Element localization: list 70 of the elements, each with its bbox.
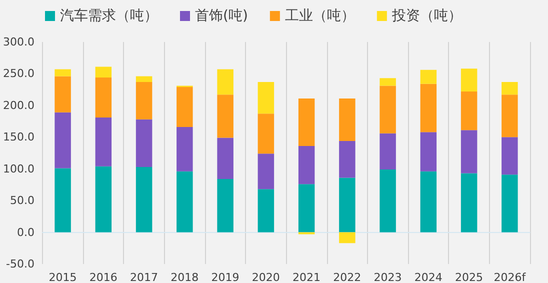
bar — [460, 91, 478, 130]
bar — [217, 138, 234, 180]
bar — [420, 171, 437, 232]
bar — [176, 87, 193, 127]
bar — [136, 166, 152, 232]
bar — [460, 68, 478, 92]
bar — [380, 78, 396, 86]
bar — [258, 154, 274, 190]
bar — [339, 98, 356, 141]
bar — [502, 82, 518, 95]
bar — [339, 178, 356, 232]
bar — [95, 78, 112, 118]
y-tick-label: 200.0 — [2, 98, 34, 112]
bar — [460, 130, 478, 174]
bar — [380, 86, 396, 134]
bar — [380, 169, 396, 232]
bar — [502, 137, 518, 175]
bar — [54, 168, 71, 232]
y-tick-label: 0.0 — [16, 226, 34, 239]
x-tick-label: 2019 — [211, 271, 240, 283]
x-tick-label: 2021 — [292, 271, 321, 283]
bar — [258, 189, 274, 232]
legend-label: 汽车需求（吨） — [60, 8, 158, 24]
bar — [176, 171, 193, 232]
bar — [95, 166, 112, 232]
bar — [217, 69, 234, 95]
x-tick-label: 2023 — [374, 271, 402, 283]
bar — [502, 174, 518, 232]
legend-label: 工业（吨） — [284, 8, 355, 24]
bar — [95, 66, 112, 78]
x-tick-label: 2017 — [130, 271, 158, 283]
y-tick-label: 150.0 — [2, 130, 34, 144]
bar — [339, 140, 356, 178]
bar — [298, 98, 315, 146]
bar — [258, 114, 274, 154]
bar — [217, 179, 234, 232]
bar — [339, 232, 356, 244]
legend-label: 投资（吨） — [390, 8, 462, 24]
y-tick-label: 300.0 — [2, 36, 34, 48]
legend-label: 首饰(吨) — [195, 8, 248, 24]
x-tick-label: 2020 — [252, 271, 280, 283]
x-tick-label: 2026f — [494, 271, 527, 283]
bar — [217, 94, 234, 138]
bar — [380, 133, 396, 170]
bar — [54, 76, 71, 112]
y-tick-label: -50.0 — [6, 258, 34, 270]
x-tick-label: 2024 — [414, 271, 442, 283]
x-tick-label: 2016 — [89, 271, 118, 283]
bar — [95, 117, 112, 166]
bar — [298, 146, 315, 184]
bar — [420, 70, 437, 84]
x-tick-label: 2022 — [333, 271, 362, 283]
y-tick-label: 50.0 — [10, 194, 34, 208]
x-tick-label: 2018 — [170, 271, 199, 283]
bar — [136, 76, 152, 82]
bar — [420, 84, 437, 132]
bar — [420, 132, 437, 172]
y-tick-label: 100.0 — [2, 162, 34, 176]
y-tick-label: 250.0 — [2, 67, 34, 80]
bar — [136, 82, 152, 120]
bar — [258, 82, 274, 114]
bar — [54, 69, 71, 76]
bar — [460, 173, 478, 232]
x-tick-label: 2025 — [455, 271, 484, 283]
bar — [136, 119, 152, 167]
bar — [298, 184, 315, 232]
x-tick-label: 2015 — [48, 271, 77, 283]
bar — [176, 126, 193, 172]
bar — [502, 94, 518, 138]
bar — [54, 112, 71, 168]
